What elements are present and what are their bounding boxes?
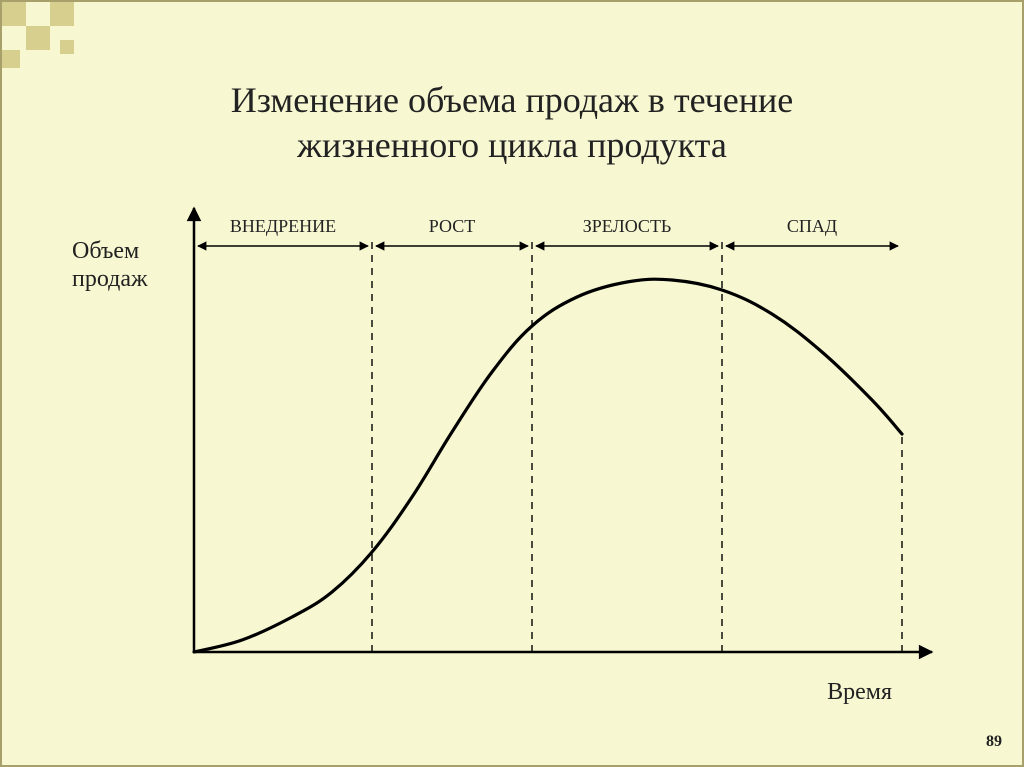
corner-decoration <box>2 2 122 72</box>
x-axis-label: Время <box>827 679 892 706</box>
svg-text:РОСТ: РОСТ <box>429 216 475 236</box>
svg-text:ВНЕДРЕНИЕ: ВНЕДРЕНИЕ <box>230 216 336 236</box>
title-line-1: Изменение объема продаж в течение <box>231 80 794 120</box>
slide-title: Изменение объема продаж в течение жизнен… <box>2 78 1022 168</box>
page-number: 89 <box>986 733 1002 751</box>
y-axis-label: Объем продаж <box>72 238 148 293</box>
lifecycle-chart: Объем продаж ВНЕДРЕНИЕ РОСТ ЗРЕЛОСТЬ СПАД В… <box>72 202 952 702</box>
svg-text:ЗРЕЛОСТЬ: ЗРЕЛОСТЬ <box>583 216 672 236</box>
chart-svg: ВНЕДРЕНИЕ РОСТ ЗРЕЛОСТЬ СПАД <box>72 202 952 682</box>
svg-text:СПАД: СПАД <box>787 216 837 236</box>
title-line-2: жизненного цикла продукта <box>297 125 727 165</box>
